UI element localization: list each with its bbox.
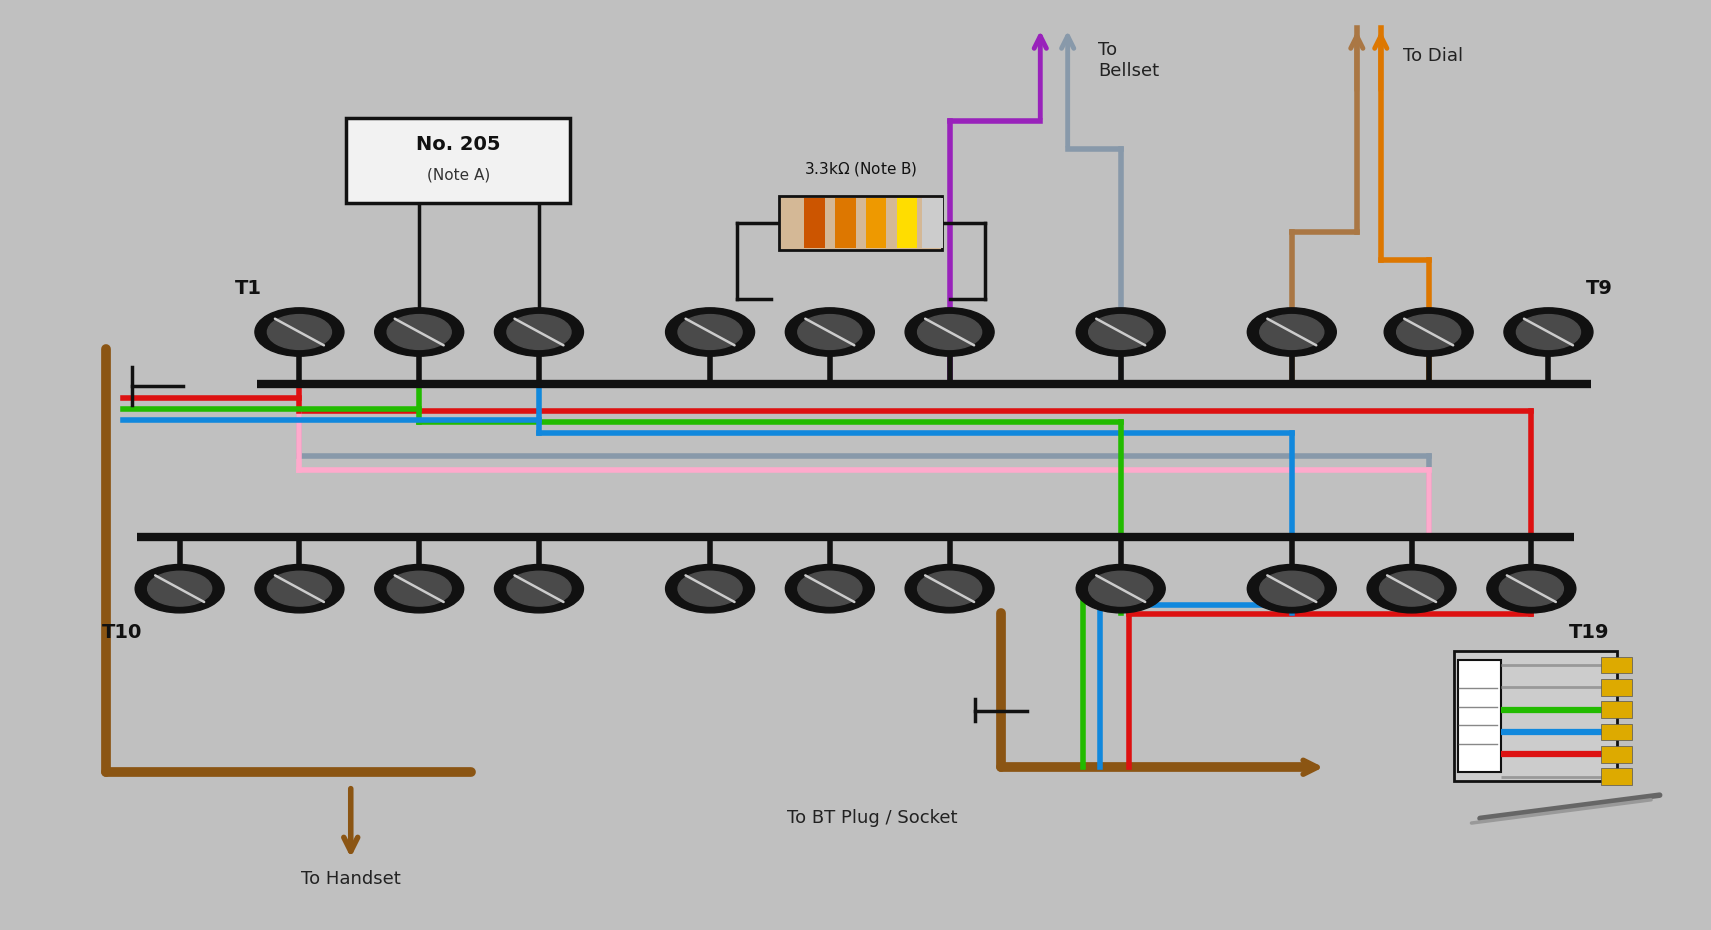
Circle shape — [494, 565, 583, 613]
Bar — [1458, 660, 1501, 772]
Text: No. 205: No. 205 — [416, 135, 501, 153]
Text: To Dial: To Dial — [1403, 46, 1463, 65]
Circle shape — [375, 308, 464, 356]
Circle shape — [387, 314, 452, 350]
Circle shape — [666, 565, 755, 613]
Text: To Handset: To Handset — [301, 870, 400, 888]
Bar — [835, 198, 856, 248]
Text: To
Bellset: To Bellset — [1098, 41, 1160, 80]
Bar — [1601, 701, 1632, 718]
Circle shape — [785, 308, 874, 356]
Circle shape — [147, 571, 212, 606]
Circle shape — [1504, 308, 1593, 356]
Circle shape — [1076, 308, 1165, 356]
Circle shape — [1259, 314, 1324, 350]
Text: (Note A): (Note A) — [428, 167, 489, 182]
Bar — [1601, 768, 1632, 785]
Circle shape — [255, 565, 344, 613]
Bar — [897, 198, 917, 248]
Circle shape — [1487, 565, 1576, 613]
Text: 3.3k$\Omega$ (Note B): 3.3k$\Omega$ (Note B) — [804, 160, 917, 178]
Circle shape — [905, 308, 994, 356]
Circle shape — [797, 571, 862, 606]
Circle shape — [1384, 308, 1473, 356]
Circle shape — [917, 571, 982, 606]
FancyBboxPatch shape — [346, 118, 570, 203]
Circle shape — [1259, 571, 1324, 606]
Circle shape — [1396, 314, 1461, 350]
Circle shape — [1088, 571, 1153, 606]
Circle shape — [678, 314, 743, 350]
Bar — [1601, 657, 1632, 673]
Circle shape — [135, 565, 224, 613]
Circle shape — [1088, 314, 1153, 350]
Circle shape — [506, 571, 571, 606]
Circle shape — [797, 314, 862, 350]
Circle shape — [905, 565, 994, 613]
Bar — [866, 198, 886, 248]
Text: T9: T9 — [1586, 279, 1613, 298]
Text: T19: T19 — [1569, 623, 1610, 642]
Bar — [922, 198, 943, 248]
Bar — [1601, 746, 1632, 763]
Circle shape — [1379, 571, 1444, 606]
Text: T1: T1 — [234, 279, 262, 298]
Circle shape — [506, 314, 571, 350]
Circle shape — [267, 314, 332, 350]
Circle shape — [1367, 565, 1456, 613]
Text: T10: T10 — [101, 623, 142, 642]
Circle shape — [917, 314, 982, 350]
Circle shape — [1499, 571, 1564, 606]
Circle shape — [387, 571, 452, 606]
Bar — [779, 196, 941, 250]
Bar — [1454, 651, 1617, 781]
Circle shape — [255, 308, 344, 356]
Circle shape — [1516, 314, 1581, 350]
Text: To BT Plug / Socket: To BT Plug / Socket — [787, 809, 958, 828]
Bar — [804, 198, 825, 248]
Circle shape — [666, 308, 755, 356]
Circle shape — [1076, 565, 1165, 613]
Circle shape — [375, 565, 464, 613]
Circle shape — [785, 565, 874, 613]
Circle shape — [494, 308, 583, 356]
Circle shape — [1247, 308, 1336, 356]
Bar — [1601, 679, 1632, 696]
Circle shape — [678, 571, 743, 606]
Circle shape — [267, 571, 332, 606]
Bar — [1601, 724, 1632, 740]
Circle shape — [1247, 565, 1336, 613]
